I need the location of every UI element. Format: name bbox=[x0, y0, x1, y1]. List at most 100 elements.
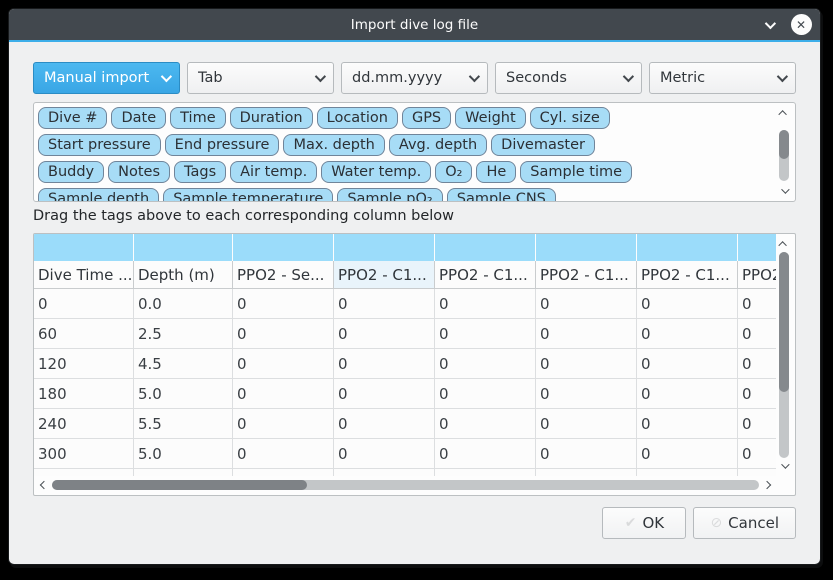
table-cell: 5.0 bbox=[134, 439, 233, 469]
table-cell: 0 bbox=[233, 319, 334, 349]
table-hscroll-track[interactable] bbox=[52, 479, 759, 490]
tags-scrollbar-thumb[interactable] bbox=[779, 129, 789, 160]
table-cell: 0 bbox=[435, 439, 536, 469]
table-row: 240 5.5 0 0 0 0 0 0 bbox=[34, 409, 776, 439]
column-header[interactable]: PPO2 - Se... bbox=[233, 261, 334, 289]
table-vscroll-track[interactable] bbox=[779, 252, 789, 458]
cancel-button-label: Cancel bbox=[728, 514, 779, 532]
tag-he[interactable]: He bbox=[476, 161, 517, 183]
table-vertical-scrollbar[interactable] bbox=[775, 236, 793, 474]
tag-start-pressure[interactable]: Start pressure bbox=[38, 134, 161, 156]
tags-scrollbar[interactable] bbox=[775, 105, 793, 199]
tag-sample-cns[interactable]: Sample CNS bbox=[446, 188, 556, 201]
tag-dive[interactable]: Dive # bbox=[38, 107, 108, 129]
drop-target-cell[interactable] bbox=[134, 234, 233, 261]
table-cell: 0 bbox=[637, 319, 738, 349]
table-cell: 0 bbox=[334, 319, 435, 349]
shade-button[interactable] bbox=[756, 12, 782, 38]
tag-location[interactable]: Location bbox=[316, 107, 398, 129]
import-mode-select[interactable]: Manual import bbox=[33, 62, 180, 94]
column-header[interactable]: Depth (m) bbox=[134, 261, 233, 289]
tag-sample-temperature[interactable]: Sample temperature bbox=[163, 188, 334, 201]
table-row: 60 2.5 0 0 0 0 0 0 bbox=[34, 319, 776, 349]
table-cell: 0 bbox=[738, 409, 776, 439]
drop-target-cell[interactable] bbox=[536, 234, 637, 261]
units-select[interactable]: Metric bbox=[649, 62, 796, 94]
column-header[interactable]: Dive Time ... bbox=[34, 261, 134, 289]
tag-notes[interactable]: Notes bbox=[108, 161, 171, 183]
drop-target-cell[interactable] bbox=[738, 234, 776, 261]
chevron-down-icon bbox=[314, 70, 327, 83]
table-row: 300 5.0 0 0 0 0 0 0 bbox=[34, 439, 776, 469]
tag-duration[interactable]: Duration bbox=[229, 107, 313, 129]
table-cell: 0.0 bbox=[134, 289, 233, 319]
column-header-row: Dive Time ... Depth (m) PPO2 - Se... PPO2 -… bbox=[34, 261, 776, 289]
table-cell: 0 bbox=[536, 349, 637, 379]
table-vscroll-thumb[interactable] bbox=[779, 252, 789, 393]
titlebar[interactable]: Import dive log file ✕ bbox=[9, 9, 820, 42]
close-button[interactable]: ✕ bbox=[788, 12, 814, 38]
scroll-up-icon[interactable] bbox=[778, 236, 787, 252]
tag-o[interactable]: O₂ bbox=[435, 161, 473, 183]
scroll-left-icon[interactable] bbox=[36, 480, 52, 489]
dialog-content: Manual import Tab dd.mm.yyyy Seconds Met… bbox=[9, 42, 820, 564]
table-hscroll-thumb[interactable] bbox=[52, 479, 307, 490]
table-cell: 4.5 bbox=[134, 349, 233, 379]
tag-air-temp[interactable]: Air temp. bbox=[230, 161, 318, 183]
tag-weight[interactable]: Weight bbox=[455, 107, 526, 129]
tag-cyl-size[interactable]: Cyl. size bbox=[529, 107, 610, 129]
duration-format-value: Seconds bbox=[506, 70, 567, 86]
drop-target-cell[interactable] bbox=[233, 234, 334, 261]
tag-sample-depth[interactable]: Sample depth bbox=[38, 188, 160, 201]
table-horizontal-scrollbar[interactable] bbox=[36, 476, 775, 493]
tag-sample-po[interactable]: Sample pO₂ bbox=[337, 188, 443, 201]
table-cell: 0 bbox=[536, 379, 637, 409]
chevron-down-icon bbox=[764, 17, 777, 29]
tag-divemaster[interactable]: Divemaster bbox=[491, 134, 595, 156]
drop-target-cell[interactable] bbox=[34, 234, 134, 261]
column-header[interactable]: PPO2 - C1... bbox=[536, 261, 637, 289]
column-header[interactable]: PPO2 - C1... bbox=[637, 261, 738, 289]
table-row: 120 4.5 0 0 0 0 0 0 bbox=[34, 349, 776, 379]
table-cell: 0 bbox=[233, 289, 334, 319]
tags-scrollbar-track[interactable] bbox=[779, 121, 789, 183]
window-title: Import dive log file bbox=[350, 16, 479, 33]
table-cell: 0 bbox=[536, 289, 637, 319]
table-cell bbox=[233, 469, 334, 476]
drop-target-cell[interactable] bbox=[637, 234, 738, 261]
tag-water-temp[interactable]: Water temp. bbox=[321, 161, 432, 183]
scroll-up-icon[interactable] bbox=[778, 105, 787, 121]
scroll-down-icon[interactable] bbox=[781, 458, 790, 474]
table-cell: 5.5 bbox=[134, 409, 233, 439]
column-header[interactable]: PPO2 - C1... bbox=[435, 261, 536, 289]
ok-button[interactable]: ✔ OK bbox=[602, 507, 687, 539]
tag-tags[interactable]: Tags bbox=[174, 161, 227, 183]
column-header[interactable]: PPO2 bbox=[738, 261, 776, 289]
scroll-down-icon[interactable] bbox=[781, 183, 790, 199]
table-cell: 0 bbox=[233, 379, 334, 409]
scroll-right-icon[interactable] bbox=[759, 480, 775, 489]
table-cell: 300 bbox=[34, 439, 134, 469]
table-cell: 180 bbox=[34, 379, 134, 409]
chevron-down-icon bbox=[160, 70, 173, 83]
drop-target-cell[interactable] bbox=[435, 234, 536, 261]
table-cell: 0 bbox=[334, 379, 435, 409]
column-header[interactable]: PPO2 - C1... bbox=[334, 261, 435, 289]
table-cell: 0 bbox=[233, 409, 334, 439]
check-icon: ✔ bbox=[624, 515, 637, 531]
tag-date[interactable]: Date bbox=[111, 107, 167, 129]
field-separator-select[interactable]: Tab bbox=[187, 62, 334, 94]
tag-max-depth[interactable]: Max. depth bbox=[283, 134, 385, 156]
date-format-select[interactable]: dd.mm.yyyy bbox=[341, 62, 488, 94]
tag-gps[interactable]: GPS bbox=[401, 107, 452, 129]
table-cell bbox=[536, 469, 637, 476]
tag-end-pressure[interactable]: End pressure bbox=[164, 134, 280, 156]
duration-format-select[interactable]: Seconds bbox=[495, 62, 642, 94]
cancel-button[interactable]: ⊘ Cancel bbox=[693, 507, 796, 539]
tag-buddy[interactable]: Buddy bbox=[38, 161, 105, 183]
table-cell: 0 bbox=[637, 289, 738, 319]
tag-sample-time[interactable]: Sample time bbox=[520, 161, 633, 183]
tag-avg-depth[interactable]: Avg. depth bbox=[388, 134, 488, 156]
drop-target-cell[interactable] bbox=[334, 234, 435, 261]
tag-time[interactable]: Time bbox=[170, 107, 226, 129]
